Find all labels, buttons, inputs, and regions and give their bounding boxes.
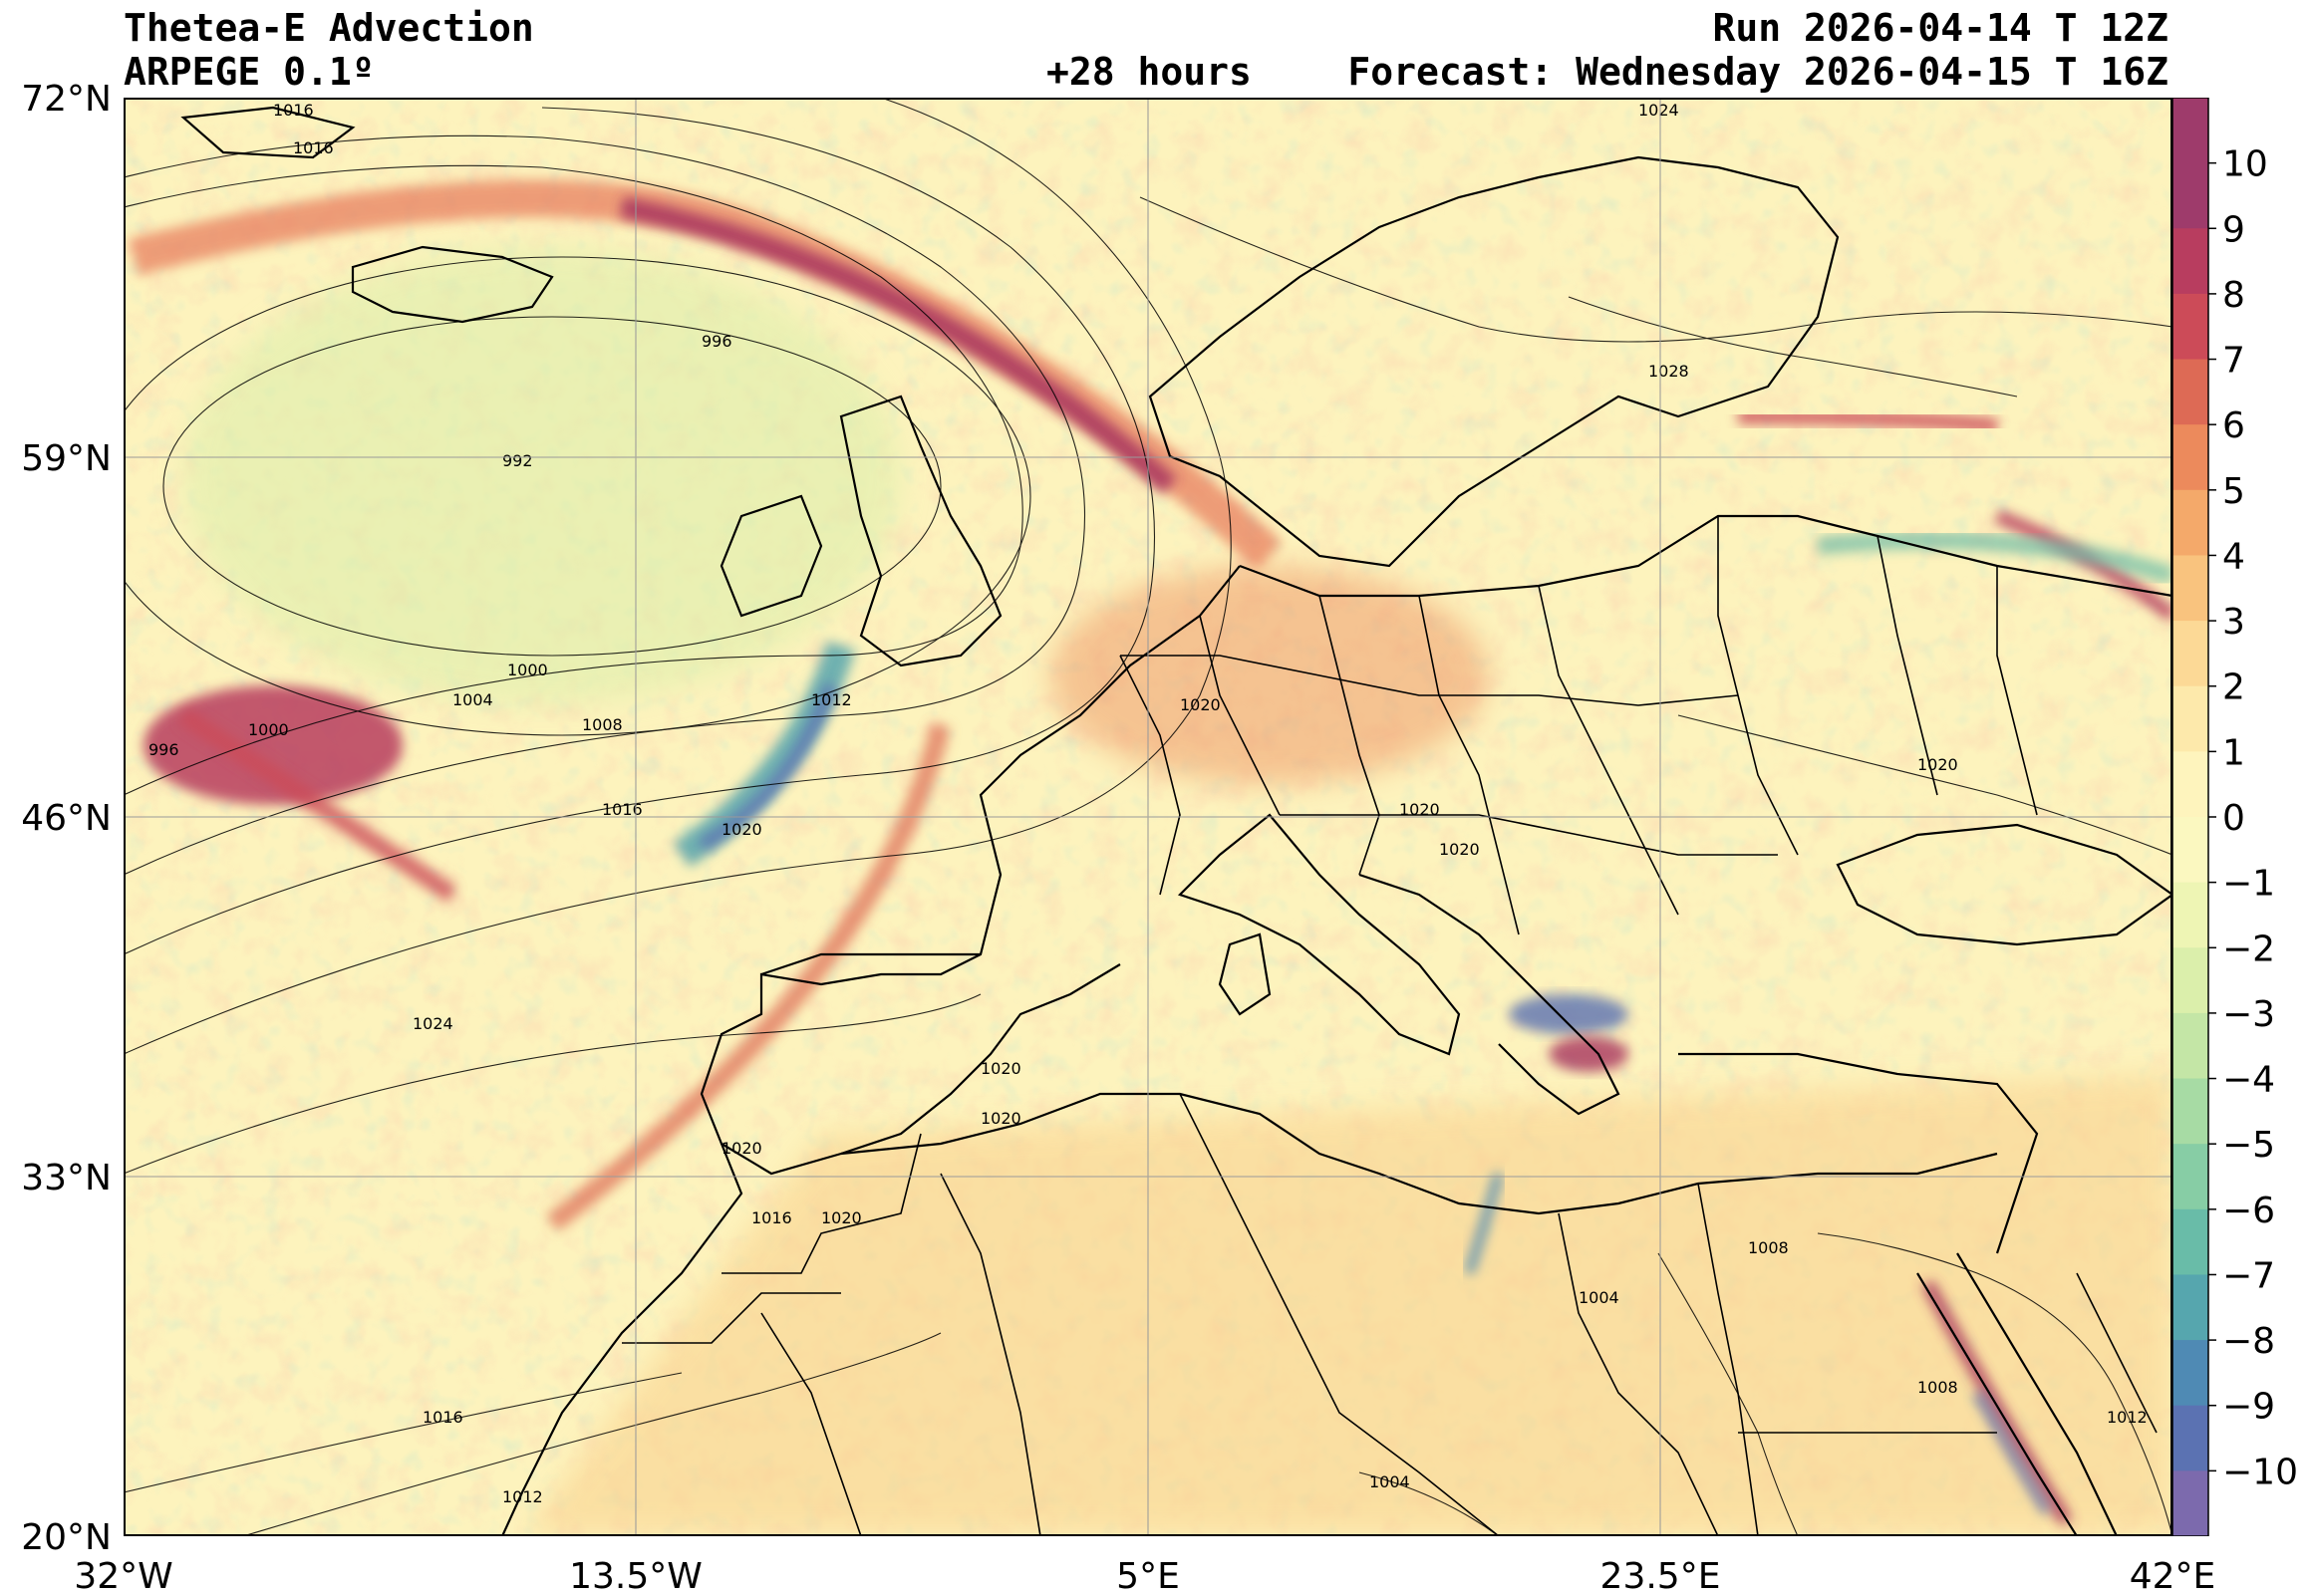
colorbar-swatch bbox=[2172, 359, 2208, 426]
colorbar-swatch bbox=[2172, 1012, 2208, 1080]
isobar-label: 1016 bbox=[423, 1408, 463, 1427]
colorbar-swatch bbox=[2172, 1078, 2208, 1146]
gridlines bbox=[124, 98, 2172, 1536]
colorbar-tick-label: −8 bbox=[2222, 1321, 2275, 1362]
map-frame bbox=[124, 98, 2172, 1536]
colorbar-tick-label: 2 bbox=[2222, 667, 2245, 708]
lat-label: 46°N bbox=[21, 798, 112, 839]
colorbar-swatch bbox=[2172, 947, 2208, 1014]
colorbar-swatch bbox=[2172, 1144, 2208, 1210]
colorbar-swatch bbox=[2172, 489, 2208, 557]
isobar-label: 1016 bbox=[273, 101, 314, 120]
isobar-label: 1016 bbox=[751, 1208, 792, 1227]
lat-label: 33°N bbox=[21, 1158, 112, 1198]
colorbar-tick-label: 1 bbox=[2222, 732, 2245, 773]
lon-label: 5°E bbox=[1116, 1556, 1180, 1596]
colorbar-swatch bbox=[2172, 162, 2208, 230]
isobar-label: 1016 bbox=[293, 138, 334, 157]
colorbar-tick-label: −7 bbox=[2222, 1255, 2275, 1296]
colorbar-tick-label: −4 bbox=[2222, 1060, 2275, 1101]
colorbar-swatch bbox=[2172, 1274, 2208, 1342]
colorbar-tick-label: −2 bbox=[2222, 929, 2275, 969]
isobar-label: 1016 bbox=[602, 800, 643, 819]
colorbar-tick-label: 7 bbox=[2222, 341, 2245, 382]
colorbar-tick-label: −1 bbox=[2222, 864, 2275, 905]
isobar-label: 1028 bbox=[1648, 362, 1689, 381]
colorbar-swatch bbox=[2172, 621, 2208, 687]
colorbar-swatch bbox=[2172, 751, 2208, 818]
colorbar-swatch bbox=[2172, 228, 2208, 295]
isobar-label: 1020 bbox=[981, 1109, 1021, 1128]
colorbar-swatches bbox=[2172, 98, 2208, 1536]
lon-label: 13.5°W bbox=[569, 1556, 703, 1596]
isobar-label: 1008 bbox=[582, 715, 623, 734]
isobar-label: 1004 bbox=[1579, 1288, 1619, 1307]
colorbar-swatch bbox=[2172, 98, 2208, 164]
lead-time-label: +28 hours bbox=[1046, 50, 1252, 94]
colorbar-swatch bbox=[2172, 817, 2208, 884]
isobar-label: 1020 bbox=[981, 1059, 1021, 1078]
lon-label: 23.5°E bbox=[1600, 1556, 1721, 1596]
lat-label: 20°N bbox=[21, 1517, 112, 1558]
isobar-labels: 1016 1016 996 992 1000 1004 1008 1012 10… bbox=[148, 101, 2148, 1506]
isobar-label: 1000 bbox=[507, 661, 548, 679]
chart-title: Thetea-E Advection bbox=[124, 6, 534, 50]
colorbar-swatch bbox=[2172, 882, 2208, 949]
colorbar-tick-label: 8 bbox=[2222, 275, 2245, 316]
colorbar-swatch bbox=[2172, 293, 2208, 361]
colorbar-tick-label: −5 bbox=[2222, 1125, 2275, 1166]
colorbar-tick-label: −6 bbox=[2222, 1191, 2275, 1231]
colorbar-tick-label: 0 bbox=[2222, 798, 2245, 839]
lon-label: 32°W bbox=[74, 1556, 172, 1596]
isobar-label: 996 bbox=[148, 740, 179, 759]
isobars bbox=[124, 98, 2172, 1536]
colorbar-tick-label: 10 bbox=[2222, 144, 2268, 185]
colorbar-swatch bbox=[2172, 685, 2208, 753]
isobar-label: 1020 bbox=[722, 1139, 762, 1158]
isobar-label: 1012 bbox=[502, 1487, 543, 1506]
isobar-label: 1000 bbox=[248, 720, 289, 739]
isobar-label: 1008 bbox=[1917, 1378, 1958, 1397]
map-panel: 1016 1016 996 992 1000 1004 1008 1012 10… bbox=[124, 98, 2172, 1536]
isobar-label: 1020 bbox=[1180, 695, 1221, 714]
isobar-label: 1020 bbox=[722, 820, 762, 839]
isobar-label: 1008 bbox=[1748, 1238, 1789, 1257]
colorbar-tick-label: −10 bbox=[2222, 1452, 2298, 1492]
forecast-time-label: Forecast: Wednesday 2026-04-15 T 16Z bbox=[1347, 50, 2168, 94]
colorbar-tick-label: 9 bbox=[2222, 209, 2245, 250]
colorbar-swatch bbox=[2172, 1340, 2208, 1407]
lat-label: 72°N bbox=[21, 79, 112, 120]
colorbar-swatch bbox=[2172, 1208, 2208, 1276]
country-borders bbox=[622, 516, 2158, 1536]
lat-label: 59°N bbox=[21, 438, 112, 479]
isobar-label: 1012 bbox=[811, 690, 852, 709]
model-label: ARPEGE 0.1º bbox=[124, 50, 375, 94]
colorbar-tick-label: 3 bbox=[2222, 602, 2245, 643]
colorbar-swatch bbox=[2172, 1470, 2208, 1536]
isobar-label: 1012 bbox=[2107, 1408, 2148, 1427]
isobar-label: 1004 bbox=[452, 690, 493, 709]
isobar-label: 1024 bbox=[1638, 101, 1679, 120]
isobar-label: 1020 bbox=[1917, 755, 1958, 774]
isobar-label: 992 bbox=[502, 451, 533, 470]
isobar-label: 1020 bbox=[821, 1208, 862, 1227]
colorbar-swatch bbox=[2172, 1405, 2208, 1472]
run-label: Run 2026-04-14 T 12Z bbox=[1712, 6, 2168, 50]
lon-label: 42°E bbox=[2130, 1556, 2216, 1596]
isobar-label: 1020 bbox=[1399, 800, 1440, 819]
colorbar-swatch bbox=[2172, 555, 2208, 623]
isobar-label: 1020 bbox=[1439, 840, 1480, 859]
colorbar-tick-label: 4 bbox=[2222, 536, 2245, 577]
isobar-label: 996 bbox=[702, 332, 732, 351]
colorbar-tick-label: 5 bbox=[2222, 471, 2245, 512]
colorbar-swatch bbox=[2172, 424, 2208, 491]
isobar-label: 1004 bbox=[1369, 1472, 1410, 1491]
colorbar-tick-label: 6 bbox=[2222, 405, 2245, 446]
colorbar-tick-label: −9 bbox=[2222, 1387, 2275, 1428]
isobar-label: 1024 bbox=[413, 1014, 453, 1033]
colorbar-tick-label: −3 bbox=[2222, 994, 2275, 1035]
